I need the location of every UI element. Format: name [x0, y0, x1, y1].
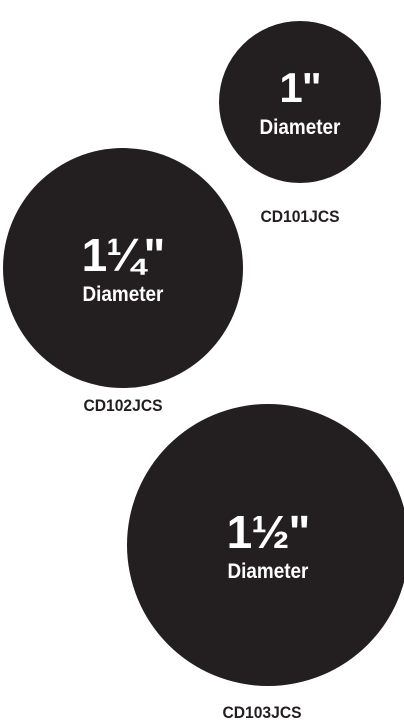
- disc-diameter-label: Diameter: [259, 115, 341, 139]
- disc-size-label: 1¼": [81, 228, 166, 281]
- disc-1-quarter-inch: 1¼" Diameter: [3, 148, 243, 388]
- disc-diameter-label: Diameter: [82, 282, 164, 306]
- disc-size-label: 1": [279, 63, 321, 111]
- product-code: CD103JCS: [222, 703, 302, 722]
- disc-1-inch: 1" Diameter: [219, 21, 381, 183]
- disc-size-label: 1½": [226, 505, 311, 558]
- product-code: CD102JCS: [83, 396, 163, 415]
- disc-diameter-label: Diameter: [227, 559, 309, 583]
- product-code: CD101JCS: [260, 207, 340, 226]
- disc-1-half-inch: 1½" Diameter: [127, 404, 404, 686]
